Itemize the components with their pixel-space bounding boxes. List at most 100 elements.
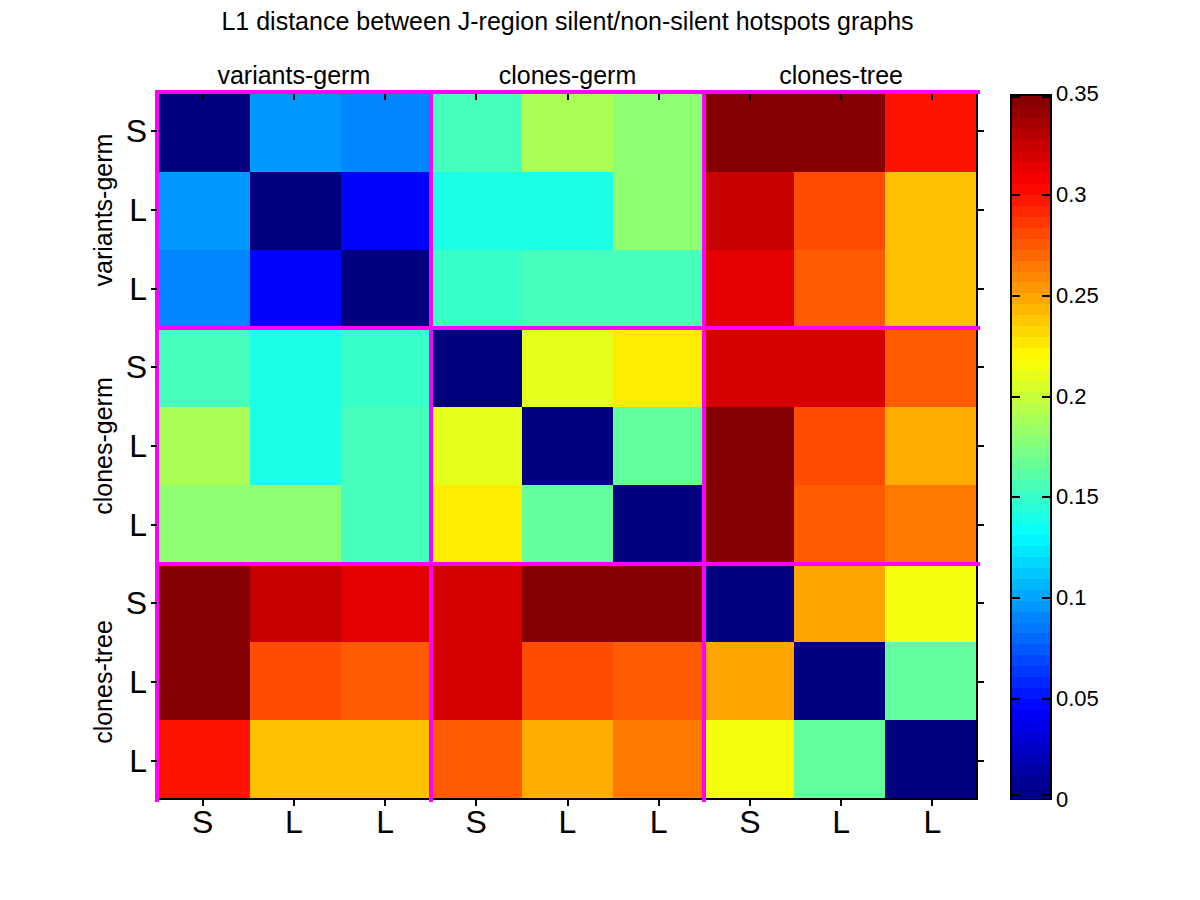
cell-r9-c5 [522,720,613,799]
colorbar-band [1012,513,1050,524]
cell-r9-c2 [250,720,341,799]
chart-title: L1 distance between J-region silent/non-… [157,8,978,34]
cell-r9-c4 [431,720,522,799]
cell-r7-c1 [159,563,250,642]
colorbar-band [1012,173,1050,184]
cell-r4-c6 [613,329,704,408]
colorbar-band [1012,370,1050,381]
colorbar-band [1012,118,1050,129]
colorbar-band [1012,239,1050,250]
separator-v2 [702,90,706,802]
colorbar-band [1012,612,1050,623]
cell-r2-c4 [431,172,522,251]
cell-r7-c6 [613,563,704,642]
cb-tick-left-4 [1012,496,1020,498]
colorbar-label-0.1: 0.1 [1056,586,1087,610]
cell-r4-c9 [885,329,976,408]
colorbar-band [1012,524,1050,535]
cell-r1-c3 [341,94,432,173]
colorbar-band [1012,348,1050,359]
cb-tick-right-7 [1042,794,1050,796]
colorbar-band [1012,217,1050,228]
cell-r5-c4 [431,407,522,486]
cell-r4-c8 [794,329,885,408]
colorbar-label-0.25: 0.25 [1056,284,1099,308]
cell-r2-c9 [885,172,976,251]
cell-r1-c2 [250,94,341,173]
cell-r2-c7 [704,172,795,251]
cell-r9-c9 [885,720,976,799]
cell-r4-c7 [704,329,795,408]
x-tick-top-6 [749,94,751,100]
colorbar-band [1012,250,1050,261]
cell-r8-c6 [613,642,704,721]
cell-r6-c1 [159,485,250,564]
cell-r6-c8 [794,485,885,564]
colorbar-band [1012,315,1050,326]
y-tick-right-8 [978,760,984,762]
cell-r3-c1 [159,250,250,329]
x-tick-bottom-3 [475,800,477,806]
colorbar-band [1012,282,1050,293]
cell-r2-c5 [522,172,613,251]
separator-h2 [155,562,980,566]
x-tick-label-7: S [704,804,796,840]
cell-r3-c4 [431,250,522,329]
cell-r7-c4 [431,563,522,642]
col-group-label-clones-tree: clones-tree [704,62,978,88]
x-tick-label-6: L [613,804,705,840]
y-tick-left-7 [151,681,157,683]
figure: L1 distance between J-region silent/non-… [0,0,1200,900]
cell-r8-c9 [885,642,976,721]
cb-tick-left-6 [1012,698,1020,700]
x-tick-label-3: L [339,804,431,840]
cell-r7-c9 [885,563,976,642]
colorbar-band [1012,568,1050,579]
cell-r6-c5 [522,485,613,564]
y-tick-label-6: L [0,507,147,543]
x-tick-bottom-0 [202,800,204,806]
colorbar-band [1012,743,1050,754]
y-tick-label-4: S [0,349,147,385]
cell-r8-c2 [250,642,341,721]
colorbar-band [1012,623,1050,634]
cell-r9-c1 [159,720,250,799]
x-tick-label-2: L [248,804,340,840]
cell-r2-c2 [250,172,341,251]
cell-r4-c2 [250,329,341,408]
x-tick-label-9: L [886,804,978,840]
colorbar-band [1012,359,1050,370]
colorbar-band [1012,579,1050,590]
cell-r1-c1 [159,94,250,173]
cell-r1-c4 [431,94,522,173]
colorbar-band [1012,677,1050,688]
y-tick-label-7: S [0,585,147,621]
cb-tick-left-7 [1012,794,1020,796]
colorbar-band [1012,754,1050,765]
separator-h1 [155,326,980,330]
x-tick-bottom-6 [749,800,751,806]
colorbar-band [1012,787,1050,798]
colorbar-band [1012,699,1050,710]
cell-r7-c8 [794,563,885,642]
cell-r8-c1 [159,642,250,721]
colorbar-band [1012,480,1050,491]
cb-tick-right-4 [1042,496,1050,498]
colorbar-band [1012,403,1050,414]
cell-r5-c8 [794,407,885,486]
colorbar-band [1012,337,1050,348]
cb-tick-right-1 [1042,194,1050,196]
x-tick-label-5: L [522,804,614,840]
colorbar-band [1012,162,1050,173]
cell-r1-c6 [613,94,704,173]
cb-tick-right-0 [1042,96,1050,98]
cell-r4-c5 [522,329,613,408]
colorbar-band [1012,710,1050,721]
y-tick-label-8: L [0,664,147,700]
y-tick-left-0 [151,130,157,132]
cell-r7-c7 [704,563,795,642]
colorbar-band [1012,666,1050,677]
colorbar-band [1012,721,1050,732]
colorbar-band [1012,392,1050,403]
x-tick-top-8 [931,94,933,100]
